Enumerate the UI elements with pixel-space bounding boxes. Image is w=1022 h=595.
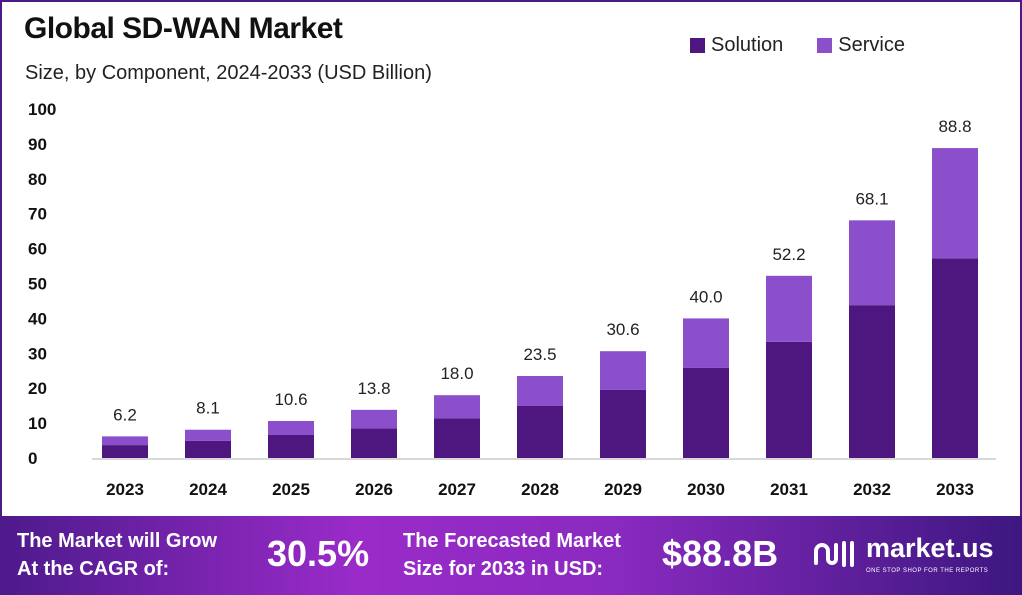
bar-solution-2024 — [185, 440, 231, 458]
bar-solution-2027 — [434, 418, 480, 458]
x-tick-label: 2026 — [355, 480, 393, 499]
forecast-value: $88.8B — [662, 533, 779, 574]
cagr-label-line1: The Market will Grow — [17, 530, 218, 552]
brand-logo: market.us ONE STOP SHOP FOR THE REPORTS — [812, 532, 994, 576]
data-label-total: 23.5 — [523, 345, 556, 364]
bar-service-2027 — [434, 395, 480, 419]
y-tick-label: 0 — [28, 449, 37, 468]
x-tick-label: 2030 — [687, 480, 725, 499]
legend-swatch-service — [817, 37, 833, 53]
data-label-total: 52.2 — [772, 245, 805, 264]
cagr-label-line2: At the CAGR of: — [17, 558, 170, 580]
bar-service-2026 — [351, 409, 397, 429]
data-label-total: 6.2 — [113, 405, 137, 424]
legend: Solution Service — [690, 33, 905, 57]
market-us-logo-icon — [814, 541, 854, 567]
data-label-total: 30.6 — [606, 320, 639, 339]
bar-solution-2028 — [517, 405, 563, 458]
bar-service-2024 — [185, 429, 231, 441]
data-label-total: 18.0 — [440, 364, 473, 383]
bar-solution-2023 — [102, 445, 148, 458]
legend-item-service: Service — [817, 33, 905, 57]
chart-title: Global SD-WAN Market — [24, 12, 343, 45]
bar-service-2025 — [268, 421, 314, 435]
legend-swatch-solution — [690, 37, 705, 53]
y-tick-label: 60 — [28, 240, 47, 259]
legend-item-solution: Solution — [690, 33, 783, 57]
data-label-total: 10.6 — [274, 390, 307, 409]
cagr-value: 30.5% — [267, 533, 370, 574]
brand-name: market.us — [866, 533, 994, 563]
y-tick-label: 70 — [28, 205, 47, 224]
x-tick-label: 2028 — [521, 480, 559, 499]
y-tick-label: 20 — [28, 379, 47, 398]
x-tick-label: 2025 — [272, 480, 310, 499]
y-tick-label: 30 — [28, 344, 47, 363]
legend-label-service: Service — [838, 34, 905, 56]
x-tick-label: 2032 — [853, 480, 891, 499]
data-label-total: 40.0 — [689, 287, 722, 306]
forecast-label-line1: The Forecasted Market — [403, 530, 621, 552]
footer-banner: The Market will Grow At the CAGR of: 30.… — [0, 516, 1022, 595]
bar-service-2023 — [102, 436, 148, 446]
data-label-total: 13.8 — [357, 379, 390, 398]
bar-solution-2026 — [351, 428, 397, 458]
x-tick-label: 2033 — [936, 480, 974, 499]
data-label-total: 88.8 — [938, 117, 971, 136]
y-tick-label: 10 — [28, 414, 47, 433]
bar-service-2033 — [932, 148, 978, 259]
y-tick-label: 100 — [28, 100, 56, 119]
bar-chart: 01020304050607080901006.220238.1202410.6… — [28, 100, 996, 499]
bar-solution-2030 — [683, 367, 729, 458]
bar-solution-2033 — [932, 258, 978, 458]
y-tick-label: 40 — [28, 309, 47, 328]
x-tick-label: 2024 — [189, 480, 227, 499]
bar-service-2030 — [683, 318, 729, 368]
bar-service-2031 — [766, 275, 812, 342]
forecast-label: The Forecasted Market Size for 2033 in U… — [403, 527, 621, 583]
legend-label-solution: Solution — [711, 34, 784, 56]
bar-solution-2032 — [849, 305, 895, 458]
bar-solution-2025 — [268, 434, 314, 458]
x-tick-label: 2027 — [438, 480, 476, 499]
forecast-label-line2: Size for 2033 in USD: — [403, 558, 604, 580]
cagr-label: The Market will Grow At the CAGR of: — [17, 527, 217, 583]
bar-service-2029 — [600, 351, 646, 390]
y-tick-label: 90 — [28, 135, 47, 154]
brand-tagline: ONE STOP SHOP FOR THE REPORTS — [866, 568, 989, 574]
y-tick-label: 50 — [28, 275, 47, 294]
x-tick-label: 2031 — [770, 480, 808, 499]
bar-service-2028 — [517, 375, 563, 406]
bar-solution-2029 — [600, 389, 646, 458]
bar-solution-2031 — [766, 341, 812, 458]
x-tick-label: 2023 — [106, 480, 144, 499]
chart-subtitle: Size, by Component, 2024-2033 (USD Billi… — [25, 62, 432, 84]
x-tick-label: 2029 — [604, 480, 642, 499]
data-label-total: 68.1 — [855, 189, 888, 208]
y-tick-label: 80 — [28, 170, 47, 189]
bar-service-2032 — [849, 220, 895, 306]
data-label-total: 8.1 — [196, 399, 220, 418]
